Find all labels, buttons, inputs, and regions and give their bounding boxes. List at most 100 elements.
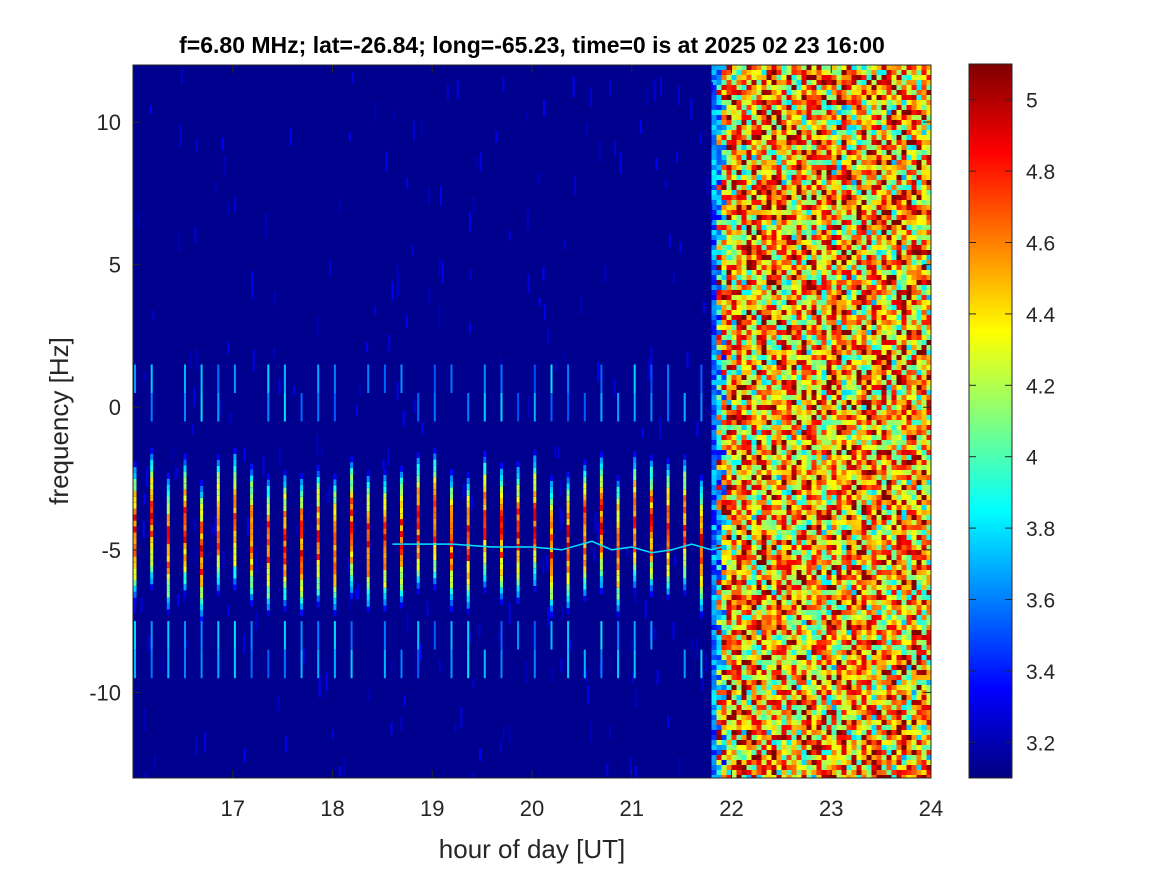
noise-cell (761, 280, 767, 285)
noise-cell (741, 265, 747, 270)
noise-cell (761, 555, 767, 560)
noise-cell (751, 620, 757, 625)
noise-cell (901, 580, 907, 585)
noise-cell (861, 155, 867, 160)
noise-cell (751, 260, 757, 265)
noise-cell (786, 630, 792, 635)
noise-cell (751, 310, 757, 315)
noise-cell (736, 120, 742, 125)
noise-cell (876, 545, 882, 550)
noise-cell (891, 510, 897, 515)
noise-cell (911, 250, 917, 255)
noise-cell (776, 180, 782, 185)
noise-cell (791, 480, 797, 485)
noise-cell (886, 100, 892, 105)
noise-cell (771, 420, 777, 425)
noise-cell (891, 625, 897, 630)
noise-cell (916, 380, 922, 385)
noise-cell (886, 385, 892, 390)
noise-cell (926, 560, 931, 565)
noise-cell (921, 570, 927, 575)
noise-cell (836, 540, 842, 545)
noise-cell (821, 490, 827, 495)
noise-cell (786, 365, 792, 370)
noise-cell (781, 445, 787, 450)
noise-cell (786, 420, 792, 425)
noise-cell (736, 440, 742, 445)
noise-cell (746, 400, 752, 405)
noise-cell (711, 535, 717, 540)
noise-cell (806, 570, 812, 575)
noise-cell (716, 170, 722, 175)
noise-cell (796, 190, 802, 195)
noise-cell (866, 615, 872, 620)
noise-cell (806, 140, 812, 145)
noise-cell (766, 285, 772, 290)
noise-cell (736, 290, 742, 295)
noise-cell (791, 545, 797, 550)
noise-cell (771, 80, 777, 85)
noise-cell (786, 510, 792, 515)
noise-cell (791, 315, 797, 320)
noise-cell (781, 370, 787, 375)
noise-cell (781, 520, 787, 525)
noise-cell (921, 345, 927, 350)
noise-cell (786, 615, 792, 620)
noise-cell (756, 585, 762, 590)
noise-cell (921, 260, 927, 265)
noise-cell (926, 390, 931, 395)
noise-cell (726, 460, 732, 465)
noise-cell (786, 590, 792, 595)
noise-cell (896, 310, 902, 315)
noise-cell (806, 120, 812, 125)
noise-cell (716, 395, 722, 400)
noise-cell (746, 140, 752, 145)
noise-cell (866, 145, 872, 150)
noise-cell (916, 260, 922, 265)
noise-cell (906, 610, 912, 615)
noise-cell (791, 620, 797, 625)
noise-cell (711, 255, 717, 260)
noise-cell (751, 185, 757, 190)
noise-cell (751, 485, 757, 490)
noise-cell (806, 590, 812, 595)
noise-cell (771, 110, 777, 115)
noise-cell (786, 515, 792, 520)
noise-cell (721, 105, 727, 110)
noise-cell (806, 405, 812, 410)
noise-cell (721, 195, 727, 200)
noise-cell (861, 335, 867, 340)
noise-cell (726, 545, 732, 550)
noise-cell (846, 300, 852, 305)
noise-cell (716, 530, 722, 535)
noise-cell (926, 480, 931, 485)
noise-cell (816, 295, 822, 300)
noise-cell (871, 555, 877, 560)
noise-cell (761, 570, 767, 575)
noise-cell (776, 290, 782, 295)
noise-cell (886, 400, 892, 405)
noise-cell (751, 210, 757, 215)
noise-cell (926, 195, 931, 200)
noise-cell (846, 365, 852, 370)
noise-cell (771, 225, 777, 230)
noise-cell (816, 390, 822, 395)
noise-cell (746, 360, 752, 365)
noise-cell (746, 525, 752, 530)
noise-cell (891, 90, 897, 95)
noise-cell (906, 240, 912, 245)
noise-cell (866, 455, 872, 460)
noise-cell (801, 625, 807, 630)
noise-cell (921, 420, 927, 425)
noise-cell (786, 260, 792, 265)
noise-cell (761, 430, 767, 435)
noise-cell (771, 210, 777, 215)
noise-cell (756, 555, 762, 560)
noise-cell (751, 535, 757, 540)
noise-cell (796, 160, 802, 165)
noise-cell (866, 170, 872, 175)
noise-cell (911, 285, 917, 290)
noise-cell (881, 295, 887, 300)
noise-cell (866, 85, 872, 90)
noise-cell (781, 280, 787, 285)
